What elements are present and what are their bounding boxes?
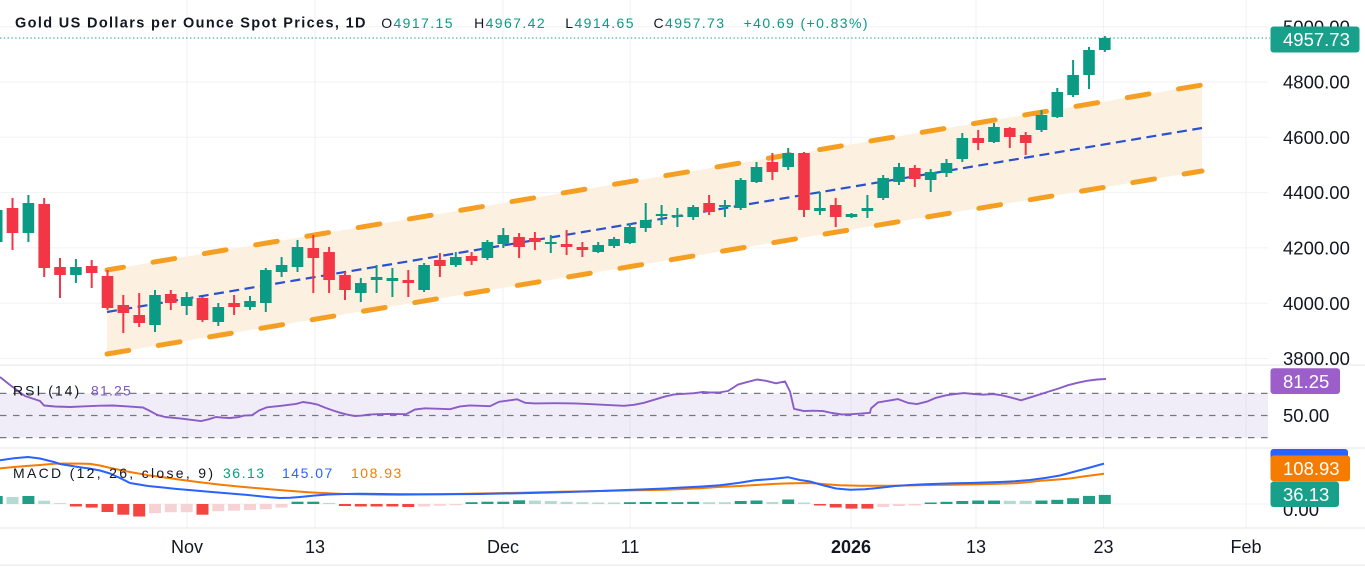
svg-text:36.13: 36.13 (1283, 484, 1329, 505)
svg-text:50.00: 50.00 (1283, 405, 1329, 426)
svg-text:13: 13 (966, 537, 986, 557)
svg-text:4200.00: 4200.00 (1283, 238, 1350, 259)
svg-text:23: 23 (1093, 537, 1113, 557)
svg-text:108.93: 108.93 (1283, 458, 1340, 479)
svg-text:11: 11 (621, 537, 640, 557)
svg-text:81.25: 81.25 (1283, 371, 1329, 392)
svg-text:4400.00: 4400.00 (1283, 182, 1350, 203)
svg-text:Gold US Dollars per Ounce Spot: Gold US Dollars per Ounce Spot Prices, 1… (15, 16, 367, 32)
svg-text:3800.00: 3800.00 (1283, 348, 1350, 369)
svg-text:Dec: Dec (487, 537, 519, 557)
svg-text:4957.73: 4957.73 (1283, 29, 1350, 50)
svg-text:RSI (14)81.25: RSI (14) 81.25 (13, 383, 132, 399)
svg-text:13: 13 (305, 537, 325, 557)
svg-text:Feb: Feb (1230, 537, 1261, 557)
svg-text:4800.00: 4800.00 (1283, 72, 1350, 93)
svg-text:4000.00: 4000.00 (1283, 293, 1350, 314)
svg-text:4600.00: 4600.00 (1283, 127, 1350, 148)
svg-text:2026: 2026 (831, 537, 871, 557)
svg-text:Nov: Nov (171, 537, 203, 557)
